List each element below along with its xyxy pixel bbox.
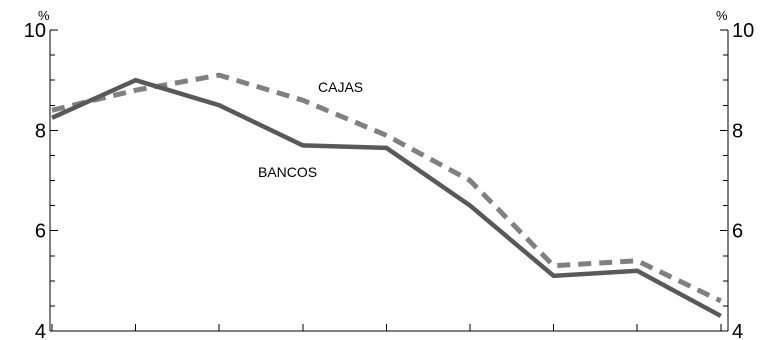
axes bbox=[49, 30, 729, 332]
left-axis-tick-labels: 4 6 8 10 bbox=[24, 20, 46, 340]
series-label-bancos: BANCOS bbox=[258, 164, 317, 180]
left-axis-unit-label: % bbox=[38, 8, 50, 23]
left-tick-label: 8 bbox=[35, 120, 46, 142]
right-axis-tick-labels: 4 6 8 10 bbox=[732, 20, 754, 340]
right-axis-ticks bbox=[720, 29, 728, 332]
right-tick-label: 6 bbox=[732, 221, 743, 243]
right-tick-label: 10 bbox=[732, 20, 754, 42]
right-axis-unit-label: % bbox=[716, 8, 728, 23]
series-line-bancos bbox=[51, 77, 722, 318]
series-lines bbox=[51, 72, 722, 318]
left-tick-label: 4 bbox=[35, 321, 46, 340]
left-tick-label: 10 bbox=[24, 20, 46, 42]
right-tick-label: 8 bbox=[732, 120, 743, 142]
series-line-cajas bbox=[51, 72, 722, 304]
left-tick-label: 6 bbox=[35, 221, 46, 243]
left-axis-ticks bbox=[50, 29, 58, 332]
right-tick-label: 4 bbox=[732, 321, 743, 340]
series-label-cajas: CAJAS bbox=[318, 79, 363, 95]
x-axis-ticks bbox=[51, 324, 722, 331]
